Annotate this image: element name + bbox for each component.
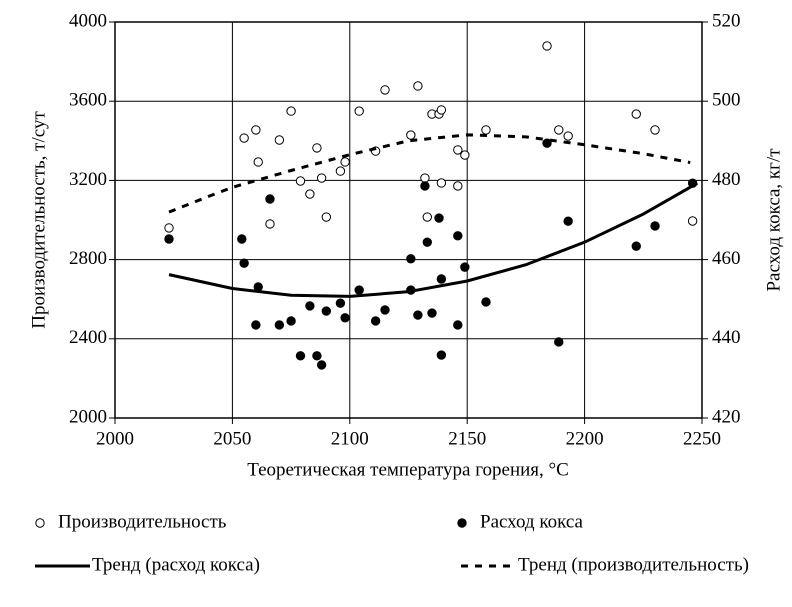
y2-tick-label: 480 [712, 169, 741, 190]
y-tick-label: 3200 [69, 169, 107, 190]
point [274, 135, 285, 145]
point [687, 216, 698, 226]
point [305, 189, 315, 199]
point [420, 181, 430, 191]
point [286, 316, 296, 326]
point [460, 262, 470, 272]
x-tick-label: 2100 [331, 428, 369, 449]
legend-label: Тренд (расход кокса) [92, 554, 260, 575]
point [312, 351, 322, 361]
point [286, 106, 296, 116]
point [239, 258, 249, 268]
point [316, 360, 327, 370]
point [436, 274, 447, 284]
point [312, 143, 322, 153]
x-tick-label: 2000 [96, 428, 134, 449]
point [436, 178, 447, 188]
point [434, 213, 444, 223]
legend-label: Тренд (производительность) [518, 554, 749, 575]
y2-tick-label: 420 [712, 406, 741, 427]
y-axis-label: Производительность, т/сут [28, 111, 49, 329]
point [321, 212, 332, 222]
point [420, 173, 430, 183]
point [542, 138, 552, 148]
plot-frame [114, 21, 703, 419]
point [335, 298, 346, 308]
point [631, 241, 641, 251]
y2-axis-label: Расход кокса, кг/т [763, 148, 784, 292]
point [563, 131, 573, 141]
point [554, 125, 564, 135]
point [427, 308, 437, 318]
legend-label: Расход кокса [480, 511, 584, 532]
point [406, 130, 416, 140]
point [321, 306, 332, 316]
y2-tick-label: 440 [712, 327, 741, 348]
point [295, 176, 306, 186]
point [481, 297, 491, 307]
point [370, 316, 381, 326]
point [413, 81, 423, 91]
trend-line [168, 181, 699, 298]
point [631, 109, 641, 119]
legend-marker [457, 518, 467, 528]
point [164, 234, 174, 244]
point [164, 223, 174, 233]
point [340, 313, 350, 323]
trend-line [168, 133, 691, 214]
point [295, 351, 306, 361]
y-tick-label: 2800 [69, 248, 107, 269]
point [481, 125, 491, 135]
point [650, 125, 660, 135]
point [274, 320, 285, 330]
point [251, 125, 261, 135]
point [436, 105, 447, 115]
point [265, 219, 275, 229]
x-axis-label: Теоретическая температура горения, °C [247, 459, 569, 480]
y-tick-label: 3600 [69, 90, 107, 111]
point [380, 85, 390, 95]
x-tick-label: 2150 [448, 428, 486, 449]
point [354, 285, 364, 295]
point [422, 212, 432, 222]
point [563, 216, 573, 226]
y2-tick-label: 520 [712, 10, 741, 31]
y2-tick-label: 460 [712, 248, 741, 269]
point [413, 310, 423, 320]
point [436, 350, 447, 360]
point [380, 305, 390, 315]
point [453, 320, 463, 330]
point [237, 234, 247, 244]
point [453, 181, 463, 191]
point [422, 237, 432, 247]
point [453, 145, 463, 155]
point [253, 157, 263, 167]
y2-tick-label: 500 [712, 90, 741, 111]
point [335, 166, 346, 176]
legend-label: Производительность [58, 511, 227, 532]
y-tick-label: 2000 [69, 406, 107, 427]
x-tick-label: 2200 [566, 428, 604, 449]
point [406, 254, 416, 264]
point [354, 106, 364, 116]
point [305, 301, 315, 311]
point [554, 337, 564, 347]
point [650, 221, 660, 231]
y-tick-label: 2400 [69, 327, 107, 348]
point [265, 194, 275, 204]
y-tick-label: 4000 [69, 10, 107, 31]
point [239, 133, 249, 143]
x-tick-label: 2250 [683, 428, 721, 449]
point [251, 320, 261, 330]
legend-marker [35, 518, 45, 528]
point [316, 173, 327, 183]
point [460, 150, 470, 160]
x-tick-label: 2050 [213, 428, 251, 449]
point [453, 231, 463, 241]
point [542, 41, 552, 51]
point [340, 157, 350, 167]
